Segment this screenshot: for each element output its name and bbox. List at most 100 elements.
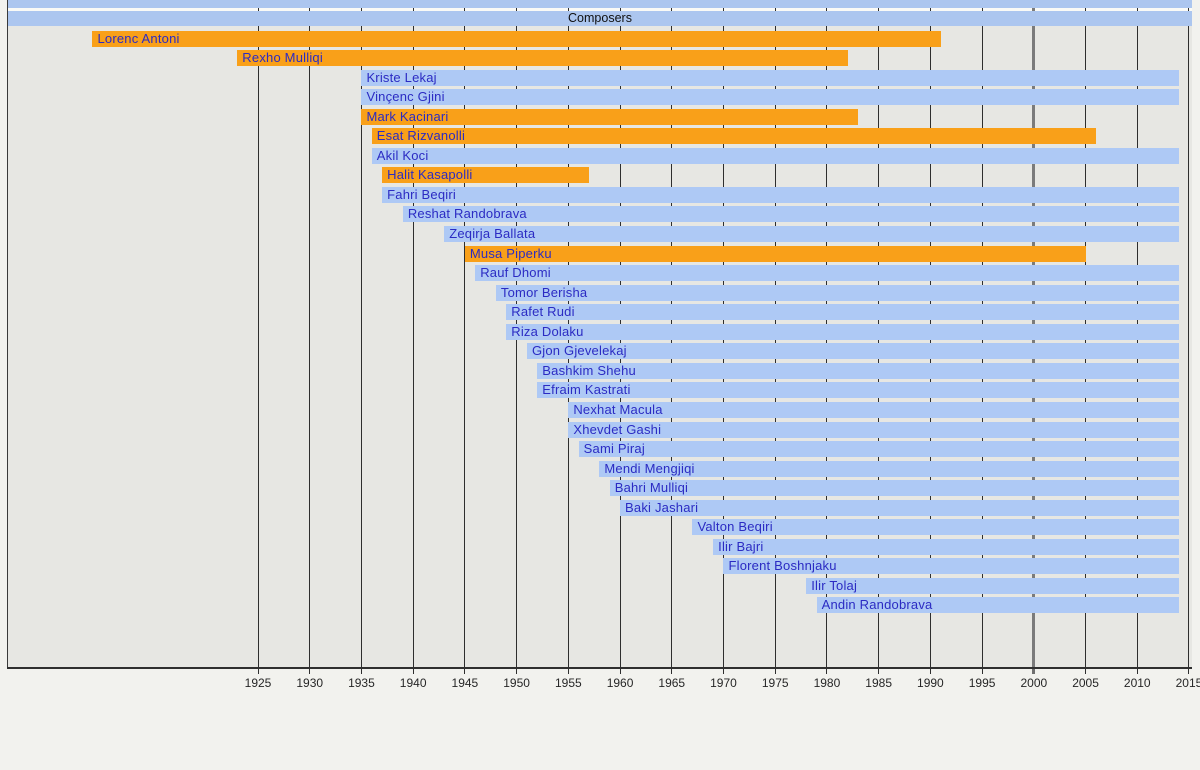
timeline-bar-musa-piperku: Musa Piperku xyxy=(464,245,1086,262)
section-header-composers: Composers xyxy=(8,11,1192,26)
gridline-1940 xyxy=(412,0,414,667)
composer-name: Ilir Tolaj xyxy=(811,577,858,593)
composer-name: Fahri Beqiri xyxy=(387,186,456,202)
axis-label-1975: 1975 xyxy=(761,676,789,690)
composer-name: Reshat Randobrava xyxy=(407,206,527,222)
composer-name: Bashkim Shehu xyxy=(542,362,636,378)
axis-label-1985: 1985 xyxy=(865,676,892,690)
axis-label-1945: 1945 xyxy=(451,676,479,690)
axis-label-2000: 2000 xyxy=(1020,676,1048,690)
axis-tick-1940 xyxy=(412,669,414,674)
timeline-bar-xhevdet-gashi: Xhevdet Gashi xyxy=(568,421,1179,438)
x-axis-line xyxy=(7,667,1192,669)
axis-tick-1985 xyxy=(878,669,880,674)
axis-tick-1980 xyxy=(826,669,828,674)
timeline-bar-rafet-rudi: Rafet Rudi xyxy=(506,304,1179,321)
timeline-bar-rauf-dhomi: Rauf Dhomi xyxy=(475,265,1179,282)
axis-label-1935: 1935 xyxy=(348,676,375,690)
timeline-bar-reshat-randobrava: Reshat Randobrava xyxy=(402,206,1179,223)
composer-name: Halit Kasapolli xyxy=(387,167,473,183)
axis-tick-2005 xyxy=(1085,669,1087,674)
composer-name: Valton Beqiri xyxy=(697,519,773,535)
axis-label-1950: 1950 xyxy=(503,676,530,690)
timeline-bar-efraim-kastrati: Efraim Kastrati xyxy=(537,382,1179,399)
axis-label-2015: 2015 xyxy=(1175,676,1200,690)
timeline-top-strip xyxy=(8,0,1192,8)
gridline-1935 xyxy=(360,0,362,667)
axis-label-1970: 1970 xyxy=(710,676,737,690)
composer-name: Nexhat Macula xyxy=(573,401,663,417)
axis-label-2005: 2005 xyxy=(1072,676,1099,690)
composer-name: Ilir Bajri xyxy=(718,538,764,554)
axis-tick-2000 xyxy=(1032,669,1036,674)
timeline-bar-mark-kacinari: Mark Kacinari xyxy=(361,108,858,125)
timeline-bar-bahri-mulliqi: Bahri Mulliqi xyxy=(609,480,1179,497)
axis-tick-1925 xyxy=(257,669,259,674)
composer-name: Rauf Dhomi xyxy=(480,265,551,281)
timeline-bar-lorenc-antoni: Lorenc Antoni xyxy=(92,30,941,47)
timeline-bar-gjon-gjevelekaj: Gjon Gjevelekaj xyxy=(526,343,1179,360)
timeline-bar-kriste-lekaj: Kriste Lekaj xyxy=(361,69,1179,86)
timeline-bar-ilir-bajri: Ilir Bajri xyxy=(713,538,1179,555)
axis-tick-1960 xyxy=(619,669,621,674)
axis-tick-1965 xyxy=(671,669,673,674)
axis-tick-1930 xyxy=(309,669,311,674)
axis-label-1940: 1940 xyxy=(399,676,427,690)
axis-tick-2015 xyxy=(1188,669,1190,674)
timeline-bar-baki-jashari: Baki Jashari xyxy=(620,499,1179,516)
gridline-2015 xyxy=(1188,0,1190,667)
timeline-bar-fahri-beqiri: Fahri Beqiri xyxy=(382,186,1179,203)
timeline-bar-andin-randobrava: Andin Randobrava xyxy=(816,597,1179,614)
composer-name: Baki Jashari xyxy=(625,499,699,515)
timeline-bar-akil-koci: Akil Koci xyxy=(371,147,1179,164)
composer-name: Vinçenc Gjini xyxy=(366,89,445,105)
composer-name: Zeqirja Ballata xyxy=(449,226,536,241)
plot-left-border xyxy=(7,0,8,667)
axis-tick-1990 xyxy=(929,669,931,674)
timeline-bar-florent-boshnjaku: Florent Boshnjaku xyxy=(723,558,1179,575)
header-gap xyxy=(8,8,1192,11)
composer-name: Esat Rizvanolli xyxy=(376,128,466,144)
composer-name: Xhevdet Gashi xyxy=(573,421,662,437)
composer-name: Lorenc Antoni xyxy=(97,30,180,46)
timeline-bar-mendi-mengjiqi: Mendi Mengjiqi xyxy=(599,460,1179,477)
gridline-1945 xyxy=(464,0,466,667)
composer-name: Gjon Gjevelekaj xyxy=(531,343,627,359)
composer-name: Tomor Berisha xyxy=(500,284,588,300)
axis-label-1965: 1965 xyxy=(658,676,686,690)
composer-name: Efraim Kastrati xyxy=(542,382,631,398)
axis-label-1960: 1960 xyxy=(606,676,634,690)
axis-tick-2010 xyxy=(1136,669,1138,674)
timeline-bar-bashkim-shehu: Bashkim Shehu xyxy=(537,362,1179,379)
timeline-bar-tomor-berisha: Tomor Berisha xyxy=(495,284,1179,301)
timeline-bar-valton-beqiri: Valton Beqiri xyxy=(692,519,1179,536)
axis-tick-1975 xyxy=(774,669,776,674)
axis-label-1955: 1955 xyxy=(554,676,582,690)
composer-name: Riza Dolaku xyxy=(511,323,584,339)
axis-tick-1950 xyxy=(516,669,518,674)
composer-name: Mark Kacinari xyxy=(366,108,449,124)
composer-name: Akil Koci xyxy=(376,147,429,163)
composer-name: Florent Boshnjaku xyxy=(728,558,837,574)
composer-name: Rexho Mulliqi xyxy=(242,50,323,66)
composer-name: Andin Randobrava xyxy=(821,597,933,613)
axis-label-1995: 1995 xyxy=(968,676,996,690)
axis-label-1930: 1930 xyxy=(296,676,324,690)
composer-name: Mendi Mengjiqi xyxy=(604,460,695,476)
axis-tick-1970 xyxy=(722,669,724,674)
gridline-1925 xyxy=(257,0,259,667)
timeline-bar-nexhat-macula: Nexhat Macula xyxy=(568,401,1179,418)
axis-tick-1945 xyxy=(464,669,466,674)
axis-label-1980: 1980 xyxy=(813,676,841,690)
timeline-bar-ilir-tolaj: Ilir Tolaj xyxy=(806,577,1179,594)
timeline-bar-riza-dolaku: Riza Dolaku xyxy=(506,323,1179,340)
timeline-bar-halit-kasapolli: Halit Kasapolli xyxy=(382,167,589,184)
timeline-bar-rexho-mulliqi: Rexho Mulliqi xyxy=(237,50,848,67)
composer-name: Kriste Lekaj xyxy=(366,69,437,85)
timeline-bar-vin-enc-gjini: Vinçenc Gjini xyxy=(361,89,1179,106)
composer-name: Rafet Rudi xyxy=(511,304,575,320)
timeline-bar-sami-piraj: Sami Piraj xyxy=(578,441,1179,458)
timeline-bar-esat-rizvanolli: Esat Rizvanolli xyxy=(371,128,1096,145)
composer-name: Musa Piperku xyxy=(469,245,552,261)
